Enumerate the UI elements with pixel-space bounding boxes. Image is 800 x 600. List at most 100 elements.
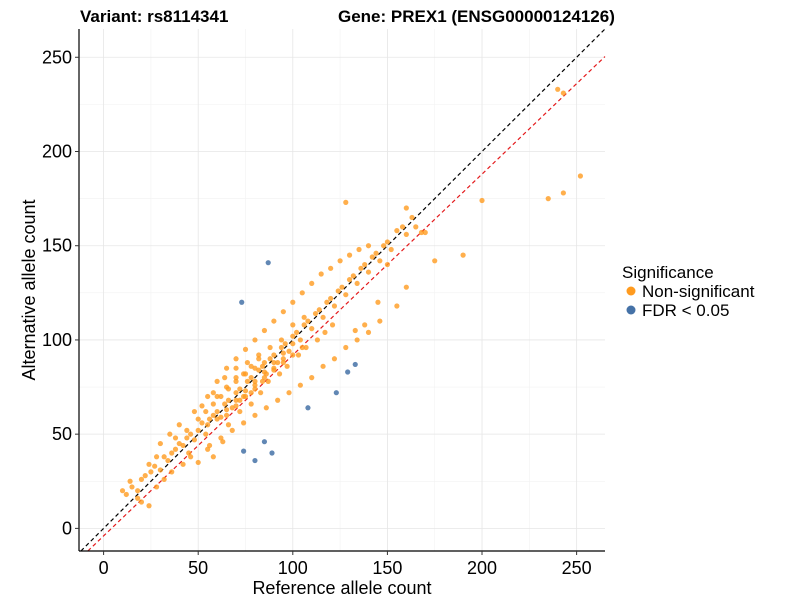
point-non-significant: [339, 284, 345, 290]
point-non-significant: [331, 303, 338, 309]
point-non-significant: [233, 365, 239, 371]
point-non-significant: [157, 440, 163, 447]
ticks-layer: 0 50 100 150 200 250 0 50 100 150 200 250: [42, 47, 592, 578]
point-non-significant: [377, 318, 383, 324]
point-fdr-0-05: [269, 450, 275, 456]
point-non-significant: [418, 229, 425, 236]
point-non-significant: [388, 246, 394, 253]
y-tick-label: 150: [42, 236, 72, 256]
point-non-significant: [184, 427, 190, 433]
point-non-significant: [242, 346, 249, 352]
point-non-significant: [271, 318, 277, 324]
point-non-significant: [161, 476, 167, 482]
y-tick-label: 100: [42, 330, 72, 350]
point-non-significant: [203, 408, 209, 415]
point-non-significant: [199, 420, 205, 426]
point-non-significant: [195, 459, 201, 466]
point-non-significant: [237, 397, 243, 403]
point-non-significant: [301, 314, 307, 320]
point-non-significant: [263, 405, 269, 411]
point-non-significant: [309, 326, 315, 332]
x-axis-title: Reference allele count: [252, 578, 431, 598]
point-non-significant: [403, 231, 409, 238]
point-non-significant: [545, 196, 551, 202]
point-non-significant: [248, 375, 254, 381]
point-non-significant: [214, 408, 220, 415]
point-non-significant: [275, 397, 281, 403]
legend-swatch-fdr: [626, 305, 636, 315]
point-non-significant: [261, 327, 268, 334]
point-non-significant: [241, 420, 247, 426]
reference-line-identity: [80, 28, 606, 552]
point-non-significant: [320, 363, 326, 369]
point-non-significant: [365, 269, 372, 275]
point-non-significant: [280, 309, 286, 315]
point-non-significant: [165, 457, 171, 464]
point-fdr-0-05: [239, 299, 245, 305]
point-non-significant: [373, 250, 379, 256]
point-non-significant: [218, 393, 224, 400]
point-non-significant: [409, 214, 415, 221]
point-non-significant: [271, 359, 277, 366]
point-non-significant: [248, 401, 254, 407]
point-non-significant: [271, 352, 277, 358]
point-non-significant: [286, 348, 292, 354]
point-non-significant: [258, 390, 264, 396]
point-non-significant: [205, 446, 211, 452]
point-fdr-0-05: [305, 405, 311, 411]
point-non-significant: [233, 356, 239, 362]
point-non-significant: [560, 190, 566, 196]
point-fdr-0-05: [333, 390, 339, 396]
point-non-significant: [188, 454, 194, 460]
point-non-significant: [138, 476, 145, 482]
point-non-significant: [191, 408, 198, 415]
point-non-significant: [138, 499, 145, 505]
point-non-significant: [343, 344, 349, 351]
point-non-significant: [295, 352, 302, 358]
point-non-significant: [252, 382, 258, 388]
point-non-significant: [394, 303, 400, 309]
reference-line-fit: [87, 56, 606, 552]
point-non-significant: [290, 352, 296, 358]
y-tick-label: 50: [52, 424, 72, 444]
point-non-significant: [214, 378, 220, 384]
point-non-significant: [233, 390, 239, 396]
point-non-significant: [225, 422, 232, 428]
point-non-significant: [248, 390, 254, 396]
point-non-significant: [203, 431, 209, 437]
point-non-significant: [276, 371, 283, 377]
point-non-significant: [335, 288, 341, 294]
point-non-significant: [356, 246, 362, 253]
x-tick-label: 250: [562, 558, 592, 578]
point-non-significant: [127, 478, 133, 484]
point-non-significant: [413, 224, 419, 230]
point-non-significant: [223, 365, 230, 371]
point-non-significant: [152, 463, 158, 469]
point-non-significant: [244, 359, 250, 366]
point-non-significant: [225, 386, 232, 392]
point-non-significant: [312, 310, 319, 317]
point-non-significant: [362, 261, 368, 268]
point-non-significant: [350, 273, 356, 279]
point-non-significant: [261, 359, 268, 366]
point-non-significant: [328, 295, 334, 302]
point-non-significant: [560, 90, 566, 96]
point-non-significant: [290, 322, 296, 328]
point-non-significant: [146, 461, 152, 467]
point-fdr-0-05: [265, 260, 271, 266]
point-non-significant: [280, 359, 286, 366]
point-non-significant: [229, 427, 235, 433]
point-non-significant: [129, 484, 135, 490]
point-non-significant: [153, 484, 160, 490]
point-non-significant: [214, 416, 220, 422]
point-non-significant: [422, 229, 428, 236]
point-non-significant: [299, 344, 305, 351]
point-non-significant: [299, 290, 305, 296]
point-non-significant: [261, 375, 268, 381]
point-non-significant: [362, 322, 368, 328]
point-non-significant: [195, 427, 201, 433]
point-non-significant: [394, 228, 400, 234]
point-non-significant: [210, 390, 216, 396]
point-non-significant: [222, 401, 228, 407]
point-non-significant: [316, 307, 322, 313]
